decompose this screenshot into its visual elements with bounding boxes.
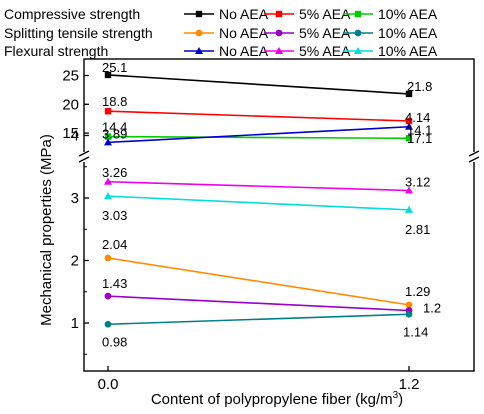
data-point-splitting-tensile-strength-10-aea-0	[104, 320, 112, 328]
legend-swatch-marker-0-1	[275, 10, 283, 18]
data-point-flexural-strength-10-aea-1	[405, 205, 413, 213]
legend-item-label-0-1: 5% AEA	[299, 6, 351, 22]
data-label-compressive-strength-5-aea-0: 18.8	[102, 94, 127, 109]
y-tick-label-25: 25	[62, 68, 79, 85]
data-point-compressive-strength-5-aea-1	[405, 117, 413, 125]
series-line-splitting-tensile-strength-10-aea	[107, 313, 410, 326]
legend-swatch-marker-1-2	[354, 29, 362, 37]
data-label-compressive-strength-no-aea-0: 25.1	[102, 60, 127, 75]
axis-break-mark-right-1	[468, 150, 480, 157]
legend-swatch-marker-1-0	[195, 29, 203, 37]
data-point-compressive-strength-no-aea-1	[405, 90, 413, 98]
legend-item-label-1-2: 10% AEA	[378, 25, 438, 41]
x-axis-title: Content of polypropylene fiber (kg/m3)	[151, 390, 403, 408]
legend-group-label-0: Compressive strength	[4, 6, 140, 22]
legend-item-label-1-1: 5% AEA	[299, 25, 351, 41]
plot-border	[83, 58, 475, 372]
data-point-flexural-strength-no-aea-0	[104, 138, 112, 146]
data-label-flexural-strength-5-aea-0: 3.26	[102, 165, 127, 180]
data-label-compressive-strength-no-aea-1: 21.8	[407, 79, 432, 94]
y-tick-label-4: 4	[71, 128, 79, 145]
axis-break-mark-left-1	[78, 150, 90, 157]
axis-break-gap-left	[79, 152, 89, 162]
legend-swatch-marker-2-2	[354, 47, 362, 54]
x-axis-title-superscript: 3	[393, 390, 399, 401]
axis-ticks: 15 20 25 1 2 3 4 0.0 1.2	[62, 68, 419, 394]
legend-group-label-1: Splitting tensile strength	[4, 25, 153, 41]
legend-item-label-2-0: No AEA	[219, 43, 269, 59]
data-point-compressive-strength-no-aea-0	[104, 71, 112, 79]
legend-swatch-marker-2-1	[275, 47, 283, 54]
axis-break-mark-left-2	[78, 156, 90, 163]
data-point-flexural-strength-5-aea-0	[104, 177, 112, 185]
data-point-splitting-tensile-strength-5-aea-0	[104, 292, 112, 300]
series-line-compressive-strength-10-aea	[107, 135, 410, 140]
axis-break-mark-right-2	[468, 156, 480, 163]
data-label-flexural-strength-10-aea-0: 3.03	[102, 208, 127, 223]
legend-item-label-0-2: 10% AEA	[378, 6, 438, 22]
y-tick-label-15: 15	[62, 125, 79, 142]
plot-frame	[78, 58, 480, 372]
legend-swatch-marker-0-2	[354, 10, 362, 18]
data-point-compressive-strength-10-aea-1	[405, 135, 413, 142]
x-tick-label-1.2: 1.2	[399, 376, 420, 393]
legend-group-label-2: Flexural strength	[4, 43, 108, 59]
series-line-flexural-strength-10-aea	[107, 195, 410, 211]
legend-item-label-2-1: 5% AEA	[299, 43, 351, 59]
y-tick-label-20: 20	[62, 96, 79, 113]
axis-break-gap-right	[469, 152, 479, 162]
y-axis-title: Mechanical properties (MPa)	[38, 134, 55, 326]
legend-swatch-marker-2-0	[195, 47, 203, 54]
series-line-flexural-strength-no-aea	[107, 125, 410, 144]
data-point-compressive-strength-5-aea-0	[104, 108, 112, 115]
data-label-flexural-strength-no-aea-1: 4.14	[405, 110, 430, 125]
series-line-compressive-strength-5-aea	[107, 110, 410, 122]
data-label-splitting-tensile-strength-10-aea-1: 1.14	[403, 324, 428, 339]
series-line-splitting-tensile-strength-5-aea	[107, 295, 410, 312]
data-labels: 25.1 21.8 18.8 17.1 14.4 14.1 2.04 1.29 1.43 1.2 0…	[102, 60, 441, 349]
series-line-flexural-strength-5-aea	[107, 180, 410, 192]
data-point-flexural-strength-10-aea-0	[104, 192, 112, 200]
data-label-splitting-tensile-strength-5-aea-0: 1.43	[102, 276, 127, 291]
data-label-splitting-tensile-strength-no-aea-1: 1.29	[405, 284, 430, 299]
y-tick-label-1: 1	[71, 315, 79, 332]
data-point-splitting-tensile-strength-10-aea-1	[405, 310, 413, 318]
x-axis-title-main: Content of polypropylene fiber (kg/m	[151, 391, 393, 408]
data-label-splitting-tensile-strength-no-aea-0: 2.04	[102, 237, 127, 252]
legend-item-label-2-2: 10% AEA	[378, 43, 438, 59]
series-line-compressive-strength-no-aea	[107, 74, 410, 95]
data-label-compressive-strength-5-aea-1: 17.1	[407, 131, 432, 146]
series-layer	[104, 71, 413, 328]
x-axis-title-end: )	[398, 391, 403, 408]
data-point-splitting-tensile-strength-no-aea-0	[104, 254, 112, 262]
series-line-splitting-tensile-strength-no-aea	[107, 257, 410, 306]
y-tick-label-3: 3	[71, 190, 79, 207]
y-tick-label-2: 2	[71, 253, 79, 270]
legend-swatch-marker-0-0	[195, 10, 203, 18]
data-label-compressive-strength-10-aea-1: 14.1	[407, 122, 432, 137]
data-point-flexural-strength-5-aea-1	[405, 186, 413, 194]
data-label-flexural-strength-5-aea-1: 3.12	[405, 175, 430, 190]
legend-swatch-marker-1-1	[275, 29, 283, 37]
data-label-flexural-strength-10-aea-1: 2.81	[405, 222, 430, 237]
data-label-splitting-tensile-strength-5-aea-1: 1.2	[423, 301, 441, 316]
data-label-compressive-strength-10-aea-0: 14.4	[102, 120, 127, 135]
legend-item-label-1-0: No AEA	[219, 25, 269, 41]
data-point-compressive-strength-10-aea-0	[104, 133, 112, 140]
legend-item-label-0-0: No AEA	[219, 6, 269, 22]
data-point-splitting-tensile-strength-no-aea-1	[405, 301, 413, 309]
data-label-flexural-strength-no-aea-0: 3.89	[102, 126, 127, 141]
legend: Compressive strength No AEA 5% AEA 10% AEA S…	[4, 6, 438, 59]
data-label-splitting-tensile-strength-10-aea-0: 0.98	[102, 334, 127, 349]
x-tick-label-0.0: 0.0	[98, 376, 119, 393]
data-point-flexural-strength-no-aea-1	[405, 122, 413, 130]
